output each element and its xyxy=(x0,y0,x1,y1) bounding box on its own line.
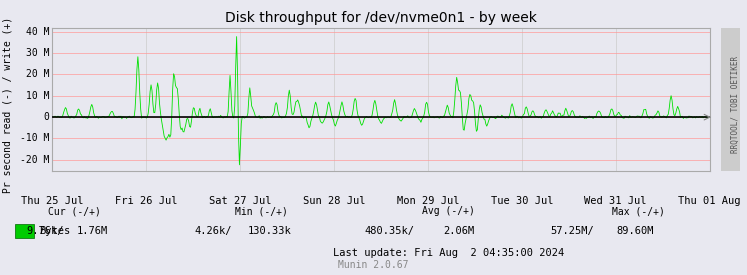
Text: Tue 30 Jul: Tue 30 Jul xyxy=(491,196,553,206)
Text: 4.26k/: 4.26k/ xyxy=(194,226,232,236)
Title: Disk throughput for /dev/nvme0n1 - by week: Disk throughput for /dev/nvme0n1 - by we… xyxy=(225,11,537,25)
Text: Cur (-/+): Cur (-/+) xyxy=(49,206,101,216)
Text: 1.76M: 1.76M xyxy=(77,226,108,236)
Text: Munin 2.0.67: Munin 2.0.67 xyxy=(338,260,409,270)
Text: 2.06M: 2.06M xyxy=(443,226,474,236)
Text: RRQTOOL/ TOBI OETIKER: RRQTOOL/ TOBI OETIKER xyxy=(731,56,740,153)
Text: Min (-/+): Min (-/+) xyxy=(235,206,288,216)
Text: 57.25M/: 57.25M/ xyxy=(550,226,594,236)
Text: Bytes: Bytes xyxy=(39,226,70,236)
Text: -20 M: -20 M xyxy=(19,155,49,165)
Text: Last update: Fri Aug  2 04:35:00 2024: Last update: Fri Aug 2 04:35:00 2024 xyxy=(332,248,564,258)
Text: Sat 27 Jul: Sat 27 Jul xyxy=(209,196,271,206)
Text: 89.60M: 89.60M xyxy=(616,226,654,236)
Text: 10 M: 10 M xyxy=(25,91,49,101)
Text: Max (-/+): Max (-/+) xyxy=(613,206,665,216)
Text: 130.33k: 130.33k xyxy=(247,226,291,236)
Text: 0: 0 xyxy=(43,112,49,122)
Text: Thu 01 Aug: Thu 01 Aug xyxy=(678,196,741,206)
Text: 30 M: 30 M xyxy=(25,48,49,58)
Text: Pr second read (-) / write (+): Pr second read (-) / write (+) xyxy=(2,16,13,192)
Text: Mon 29 Jul: Mon 29 Jul xyxy=(397,196,459,206)
Text: Fri 26 Jul: Fri 26 Jul xyxy=(115,196,178,206)
Text: -10 M: -10 M xyxy=(19,133,49,144)
Text: 480.35k/: 480.35k/ xyxy=(365,226,415,236)
Text: Wed 31 Jul: Wed 31 Jul xyxy=(584,196,647,206)
Text: 9.76k/: 9.76k/ xyxy=(26,226,63,236)
Text: 20 M: 20 M xyxy=(25,70,49,79)
Text: Avg (-/+): Avg (-/+) xyxy=(422,206,474,216)
Text: 40 M: 40 M xyxy=(25,27,49,37)
Text: Thu 25 Jul: Thu 25 Jul xyxy=(21,196,84,206)
Text: Sun 28 Jul: Sun 28 Jul xyxy=(303,196,365,206)
